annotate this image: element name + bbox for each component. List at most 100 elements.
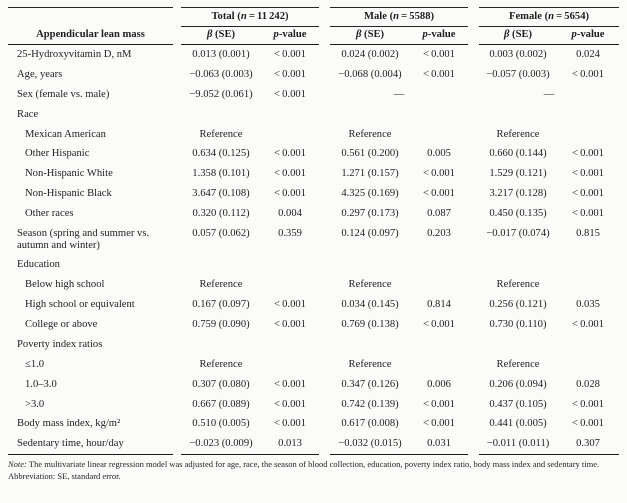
row-label: Poverty index ratios: [17, 338, 103, 350]
no-estimate-dash: —: [393, 88, 405, 100]
journal-table-page: Total (n = 11 242) Male (n = 5588) Female …: [8, 7, 620, 482]
p-value: < 0.001: [274, 188, 306, 200]
p-value: < 0.001: [423, 168, 455, 180]
beta-se-value: 0.759 (0.090): [192, 319, 250, 331]
beta-se-value: 0.510 (0.005): [192, 418, 250, 430]
column-gap: [319, 375, 330, 395]
row-label: College or above: [25, 319, 98, 331]
row-label: Other races: [25, 208, 74, 220]
table-row: College or above 0.759 (0.090) < 0.001 0.76…: [8, 315, 619, 335]
beta-se-value: 0.441 (0.005): [489, 418, 547, 430]
p-value-header-total: p-value: [261, 26, 320, 45]
column-gap: [468, 144, 479, 164]
column-gap: [319, 144, 330, 164]
p-value: [410, 355, 468, 375]
column-gap: [468, 355, 479, 375]
row-label: ≤1.0: [25, 358, 45, 370]
note-body: The multivariate linear regression model…: [28, 459, 600, 470]
group-header-total: Total (n = 11 242): [181, 7, 320, 27]
beta-se-value: 1.529 (0.121): [489, 168, 547, 180]
regression-results-table: Total (n = 11 242) Male (n = 5588) Female …: [8, 7, 620, 456]
column-gap: [319, 8, 330, 27]
reference-cell: Reference: [496, 279, 540, 291]
column-gap: [173, 434, 181, 454]
p-value: 0.005: [427, 148, 451, 160]
beta-se-value: 0.617 (0.008): [341, 418, 399, 430]
column-gap: [173, 394, 181, 414]
reference-cell: Reference: [496, 128, 540, 140]
reference-cell: Reference: [348, 279, 392, 291]
column-gap: [468, 204, 479, 224]
column-gap: [319, 65, 330, 85]
p-value: < 0.001: [572, 398, 604, 410]
beta-se-value: 0.024 (0.002): [341, 49, 399, 61]
beta-se-value: 0.660 (0.144): [489, 148, 547, 160]
beta-se-value: 3.647 (0.108): [192, 188, 250, 200]
row-label: >3.0: [25, 398, 45, 410]
column-gap: [468, 224, 479, 255]
reference-cell: Reference: [496, 358, 540, 370]
column-gap: [319, 224, 330, 255]
table-row: 25-Hydroxyvitamin D, nM 0.013 (0.001) < 0.…: [8, 45, 619, 65]
column-gap: [173, 414, 181, 434]
column-gap: [468, 394, 479, 414]
p-value-header-female: p-value: [557, 26, 620, 45]
beta-se-value: 0.347 (0.126): [341, 378, 399, 390]
row-dimension-header-spacer: [8, 7, 173, 26]
table-footnotes: Note: The multivariate linear regression…: [8, 459, 619, 482]
beta-se-value: 3.217 (0.128): [489, 188, 547, 200]
row-label: Age, years: [17, 68, 63, 80]
p-value: < 0.001: [572, 208, 604, 220]
beta-se-value: 0.167 (0.097): [192, 299, 250, 311]
p-value: 0.815: [576, 227, 600, 239]
beta-se-value: 0.730 (0.110): [489, 319, 547, 331]
row-dimension-header: Appendicular lean mass: [8, 26, 173, 45]
p-value: [410, 125, 468, 145]
p-value: [410, 275, 468, 295]
table-row: Age, years −0.063 (0.003) < 0.001 −0.068 (0…: [8, 65, 619, 85]
column-gap: [468, 275, 479, 295]
column-gap: [319, 295, 330, 315]
row-label: Education: [17, 259, 60, 271]
beta-se-value: 0.206 (0.094): [489, 378, 547, 390]
column-header-row: Appendicular lean mass β (SE) p-value β (SE…: [8, 26, 620, 45]
row-label: Race: [17, 108, 39, 120]
p-value: [557, 125, 619, 145]
p-value: [261, 275, 319, 295]
column-gap: [319, 125, 330, 145]
table-row: >3.0 0.667 (0.089) < 0.001 0.742 (0.139) < 0…: [8, 394, 619, 414]
p-value: 0.013: [261, 434, 320, 456]
beta-se-value: 0.561 (0.200): [341, 148, 399, 160]
row-label: Other Hispanic: [25, 148, 90, 160]
reference-cell: Reference: [348, 358, 392, 370]
p-value: < 0.001: [423, 418, 455, 430]
p-value: < 0.001: [572, 319, 604, 331]
note-label: Note:: [8, 459, 27, 470]
row-label: Non-Hispanic White: [25, 168, 113, 180]
row-label: 25-Hydroxyvitamin D, nM: [17, 49, 132, 61]
beta-se-header-total: β (SE): [181, 26, 261, 45]
p-value: 0.004: [278, 208, 302, 220]
p-value: < 0.001: [274, 148, 306, 160]
p-value: < 0.001: [274, 49, 306, 61]
group-header-row: Total (n = 11 242) Male (n = 5588) Female …: [8, 7, 620, 27]
p-value: < 0.001: [423, 398, 455, 410]
column-gap: [468, 295, 479, 315]
column-gap: [173, 8, 181, 27]
beta-se-value: 0.034 (0.145): [341, 299, 399, 311]
column-gap: [173, 275, 181, 295]
column-gap: [173, 125, 181, 145]
column-gap: [319, 26, 330, 45]
table-header: Total (n = 11 242) Male (n = 5588) Female …: [8, 7, 620, 45]
table-row: Body mass index, kg/m² 0.510 (0.005) < 0.0…: [8, 414, 619, 434]
column-gap: [319, 45, 330, 65]
beta-se-value: −0.011 (0.011): [479, 434, 558, 456]
beta-se-value: 0.124 (0.097): [341, 227, 399, 239]
column-gap: [319, 85, 330, 105]
p-value: 0.203: [427, 227, 451, 239]
section-row: Poverty index ratios: [8, 335, 619, 355]
table-row: Other Hispanic 0.634 (0.125) < 0.001 0.561 …: [8, 144, 619, 164]
p-value: < 0.001: [274, 168, 306, 180]
p-value: 0.087: [427, 208, 451, 220]
column-gap: [173, 204, 181, 224]
